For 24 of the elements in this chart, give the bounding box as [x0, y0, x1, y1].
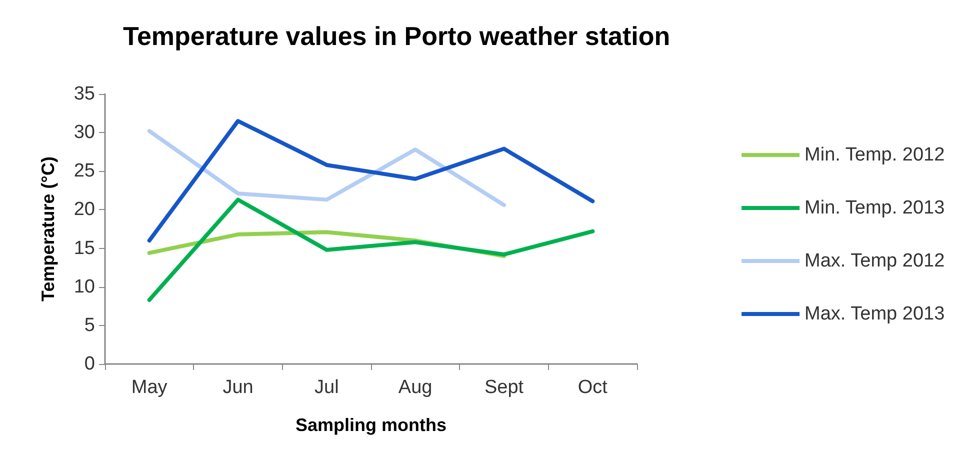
- chart-title: Temperature values in Porto weather station: [123, 21, 670, 51]
- y-tick-label: 5: [84, 314, 95, 336]
- line-series: [147, 119, 595, 243]
- x-tick-label: Aug: [398, 377, 432, 398]
- line-series: [147, 198, 595, 302]
- legend-label: Max. Temp 2013: [804, 304, 945, 324]
- x-axis-title: Sampling months: [295, 415, 447, 435]
- y-tick-label: 35: [74, 84, 95, 104]
- legend-label: Min. Temp. 2013: [804, 198, 945, 218]
- y-tick-label: 25: [74, 160, 95, 182]
- y-axis-title: Temperature (°C): [38, 156, 58, 302]
- y-tick-label: 0: [84, 354, 95, 374]
- y-tick-label: 20: [74, 199, 95, 220]
- x-tick-label: Oct: [578, 377, 608, 398]
- y-tick-label: 15: [74, 238, 95, 259]
- x-tick-label: May: [131, 377, 168, 398]
- y-tick-label: 10: [74, 276, 95, 298]
- line-series: [147, 129, 506, 208]
- x-tick-label: Jul: [314, 377, 339, 398]
- x-tick-label: Sept: [484, 377, 524, 398]
- legend-label: Min. Temp. 2012: [804, 144, 945, 166]
- y-tick-label: 30: [74, 122, 95, 144]
- x-tick-label: Jun: [222, 377, 254, 398]
- legend-label: Max. Temp 2012: [804, 250, 945, 272]
